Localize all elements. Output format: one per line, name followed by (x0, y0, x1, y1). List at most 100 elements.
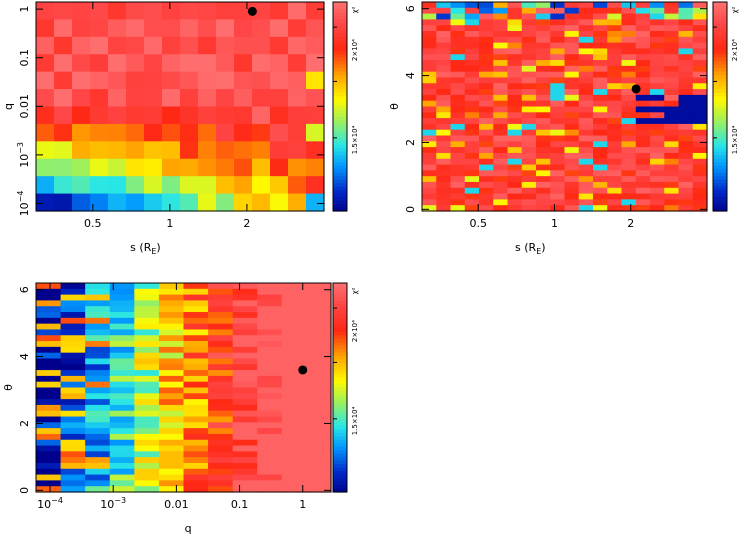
colorbar-swatch (713, 5, 727, 10)
heatmap-cell (306, 329, 332, 336)
heatmap-cell (144, 193, 163, 212)
heatmap-cell (134, 433, 160, 441)
heatmap-cell (208, 439, 234, 447)
heatmap-cell (36, 439, 62, 447)
heatmap-cell (692, 94, 708, 102)
colorbar-swatch (333, 425, 347, 430)
colorbar-swatch (713, 158, 727, 163)
heatmap-cell (593, 7, 608, 15)
heatmap-cell (216, 71, 235, 90)
colorbar-swatch (333, 186, 347, 191)
colorbar-swatch (333, 61, 347, 66)
heatmap-cell (635, 42, 651, 50)
y-axis-title: θ (2, 384, 15, 391)
heatmap-cell (536, 193, 551, 200)
heatmap-cell (126, 158, 145, 177)
heatmap-cell (536, 205, 551, 212)
heatmap-cell (422, 176, 437, 183)
heatmap-cell (507, 181, 523, 189)
x-tick-label: 2 (627, 217, 634, 230)
heatmap-cell (650, 48, 665, 55)
heatmap-cell (521, 2, 537, 9)
colorbar-title: χ² (351, 287, 359, 294)
heatmap-cell (134, 486, 160, 493)
colorbar-swatch (333, 446, 347, 451)
heatmap-cell (216, 106, 235, 125)
heatmap-cell (85, 416, 111, 423)
heatmap-cell (281, 329, 308, 336)
heatmap-cell (564, 83, 580, 90)
heatmap-cell (281, 457, 308, 464)
heatmap-cell (183, 445, 209, 452)
colorbar-swatch (333, 397, 347, 403)
colorbar-swatch (713, 172, 727, 177)
colorbar-swatch (713, 109, 727, 115)
heatmap-cell (72, 89, 91, 108)
heatmap-cell (183, 387, 209, 394)
x-tick-label: 0.01 (164, 498, 189, 511)
colorbar-swatch (333, 300, 347, 305)
heatmap-cell (257, 486, 283, 493)
y-tick-label: 10−3 (16, 142, 31, 168)
heatmap-cell (208, 335, 234, 342)
heatmap-cell (678, 129, 694, 137)
heatmap-cell (479, 89, 494, 96)
heatmap-cell (109, 294, 135, 302)
heatmap-cell (507, 60, 523, 67)
heatmap-cell (564, 100, 580, 108)
heatmap-cell (536, 94, 551, 102)
heatmap-cell (464, 65, 480, 73)
heatmap-cell (664, 205, 680, 212)
heatmap-cell (306, 422, 332, 429)
heatmap-cell (36, 375, 62, 383)
heatmap-cell (85, 451, 111, 458)
colorbar-swatch (333, 120, 347, 125)
heatmap-cell (464, 164, 480, 171)
heatmap-cell (621, 152, 637, 160)
heatmap-cell (108, 36, 127, 55)
heatmap-cell (134, 375, 160, 383)
heatmap-cell (162, 54, 181, 73)
heatmap-cell (144, 89, 163, 108)
heatmap-cell (650, 129, 665, 137)
heatmap-cell (422, 54, 437, 61)
heatmap-cell (85, 375, 111, 383)
colorbar-swatch (333, 71, 347, 76)
heatmap-cell (306, 387, 332, 394)
heatmap-cell (281, 306, 308, 313)
heatmap-cell (550, 176, 566, 183)
colorbar-swatch (333, 78, 347, 83)
heatmap-cell (578, 176, 594, 183)
heatmap-cell (593, 187, 608, 195)
heatmap-cell (550, 42, 566, 50)
heatmap-cell (270, 193, 289, 212)
heatmap-cell (216, 193, 235, 212)
heatmap-cell (281, 370, 308, 377)
heatmap-cell (109, 352, 135, 360)
heatmap-cell (436, 89, 452, 96)
heatmap-cell (692, 13, 708, 21)
heatmap-cell (208, 341, 234, 348)
heatmap-cell (436, 7, 452, 15)
heatmap-cell (436, 187, 452, 195)
heatmap-cell (216, 141, 235, 160)
heatmap-cell (281, 375, 308, 383)
heatmap-cell (183, 352, 209, 360)
heatmap-cell (60, 352, 86, 360)
heatmap-cell (650, 118, 665, 125)
heatmap-cell (578, 83, 594, 90)
heatmap-cell (479, 123, 494, 131)
heatmap-cell (183, 300, 209, 307)
heatmap-cell (678, 164, 694, 171)
heatmap-cell (450, 94, 466, 102)
heatmap-cell (635, 176, 651, 183)
heatmap-cell (183, 364, 209, 371)
heatmap-cell (678, 112, 694, 119)
colorbar-swatch (333, 460, 347, 465)
heatmap-cell (536, 31, 551, 38)
heatmap-cell (281, 352, 308, 360)
colorbar-swatch (333, 116, 347, 122)
heatmap-cell (134, 474, 160, 481)
heatmap-cell (436, 100, 452, 108)
